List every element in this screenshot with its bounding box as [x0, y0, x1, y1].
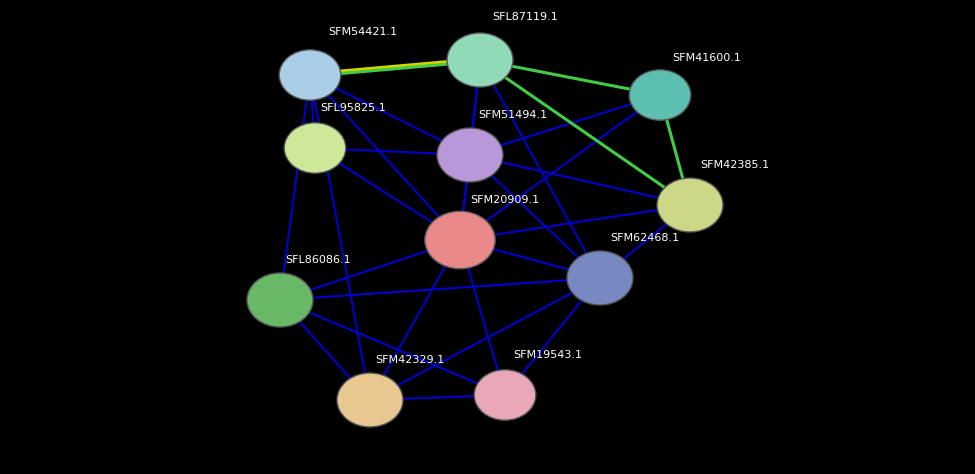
Ellipse shape	[567, 251, 633, 305]
Text: SFL86086.1: SFL86086.1	[285, 255, 351, 265]
Text: SFL87119.1: SFL87119.1	[492, 12, 558, 22]
Text: SFM62468.1: SFM62468.1	[610, 233, 680, 243]
Ellipse shape	[279, 50, 341, 100]
Ellipse shape	[247, 273, 313, 327]
Ellipse shape	[337, 373, 403, 427]
Ellipse shape	[284, 123, 346, 173]
Ellipse shape	[629, 70, 691, 120]
Text: SFM20909.1: SFM20909.1	[470, 195, 539, 205]
Text: SFM42329.1: SFM42329.1	[375, 355, 445, 365]
Ellipse shape	[657, 178, 723, 232]
Text: SFM41600.1: SFM41600.1	[672, 53, 741, 63]
Ellipse shape	[437, 128, 503, 182]
Text: SFM54421.1: SFM54421.1	[328, 27, 397, 37]
Text: SFL95825.1: SFL95825.1	[320, 103, 386, 113]
Text: SFM51494.1: SFM51494.1	[478, 110, 547, 120]
Ellipse shape	[447, 33, 513, 87]
Ellipse shape	[425, 211, 495, 269]
Ellipse shape	[474, 370, 536, 420]
Text: SFM42385.1: SFM42385.1	[700, 160, 769, 170]
Text: SFM19543.1: SFM19543.1	[513, 350, 582, 360]
